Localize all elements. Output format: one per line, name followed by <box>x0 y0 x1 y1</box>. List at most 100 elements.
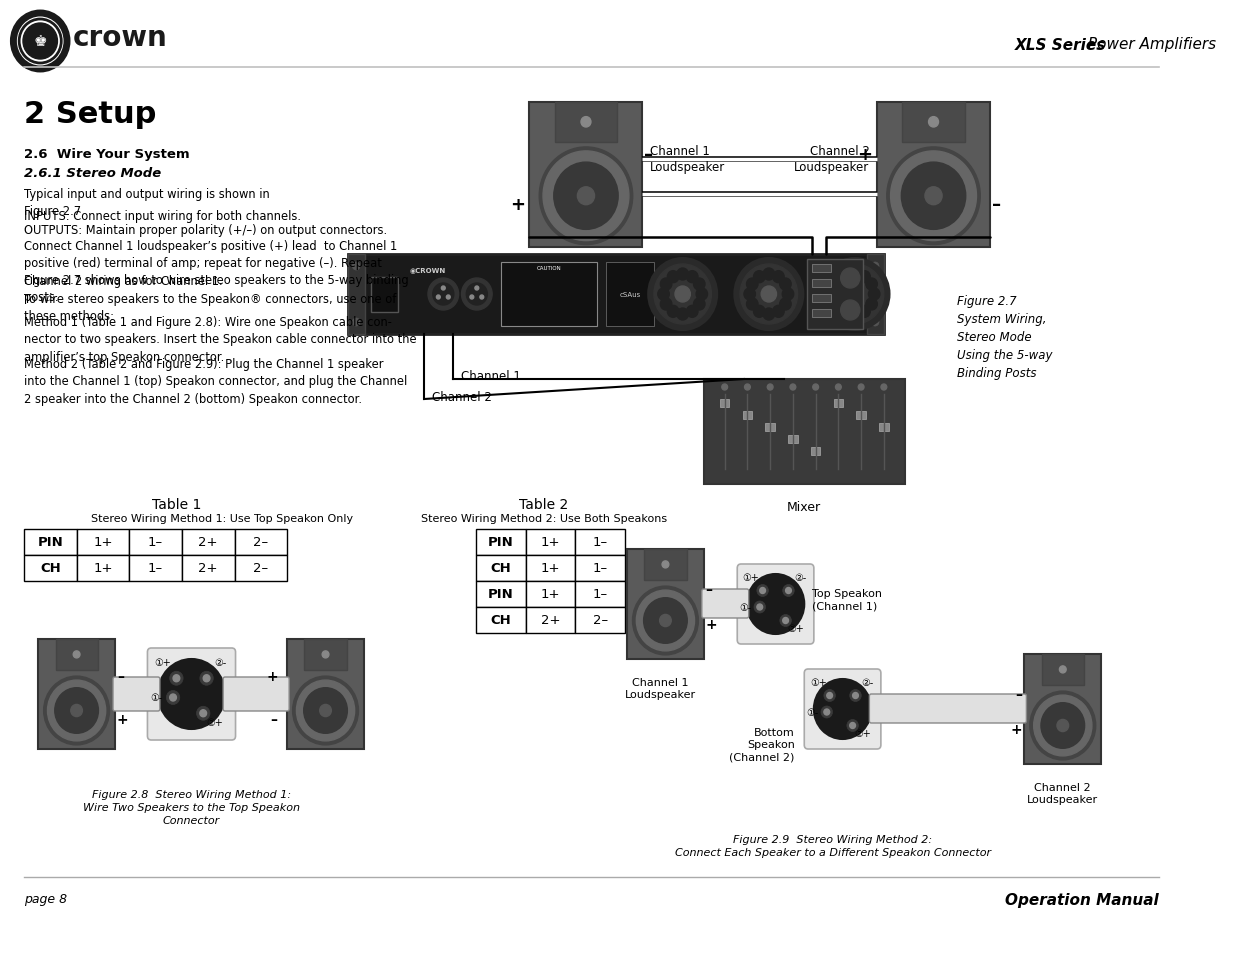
Bar <box>834 399 844 408</box>
Text: PIN: PIN <box>488 588 514 601</box>
Text: ①-: ①- <box>740 602 752 613</box>
Text: ①-: ①- <box>151 693 163 702</box>
Text: 1+: 1+ <box>541 588 561 601</box>
Text: ◉CROWN: ◉CROWN <box>410 267 446 273</box>
Circle shape <box>841 269 860 289</box>
Circle shape <box>320 704 331 717</box>
Circle shape <box>840 272 851 283</box>
Text: Stereo Wiring Method 1: Use Top Speakon Only: Stereo Wiring Method 1: Use Top Speakon … <box>91 514 353 523</box>
Circle shape <box>636 591 694 651</box>
Bar <box>606 263 655 327</box>
Bar <box>475 581 526 607</box>
Circle shape <box>785 588 792 594</box>
Circle shape <box>43 677 110 745</box>
Bar <box>475 530 526 556</box>
Circle shape <box>158 659 225 729</box>
Circle shape <box>578 188 594 206</box>
Circle shape <box>814 679 872 740</box>
Text: Channel 2
Loudspeaker: Channel 2 Loudspeaker <box>794 145 869 173</box>
Circle shape <box>1030 691 1095 760</box>
Bar <box>856 412 866 419</box>
Circle shape <box>446 295 451 299</box>
Text: +: + <box>1011 722 1023 737</box>
Circle shape <box>200 672 214 685</box>
Bar <box>645 550 687 580</box>
Circle shape <box>767 385 773 391</box>
Text: 1–: 1– <box>593 562 608 575</box>
Text: –: – <box>705 582 713 597</box>
Circle shape <box>745 385 751 391</box>
Bar <box>903 102 965 143</box>
Circle shape <box>746 278 758 291</box>
Text: Channel 1
Loudspeaker: Channel 1 Loudspeaker <box>650 145 725 173</box>
FancyBboxPatch shape <box>147 648 236 740</box>
Circle shape <box>658 289 669 301</box>
Bar <box>877 102 990 247</box>
Text: +: + <box>510 195 525 213</box>
Circle shape <box>1060 666 1066 673</box>
FancyBboxPatch shape <box>869 695 1026 723</box>
Circle shape <box>352 318 361 327</box>
Circle shape <box>866 278 877 291</box>
Circle shape <box>866 298 877 311</box>
Circle shape <box>1041 703 1084 748</box>
Circle shape <box>824 709 830 716</box>
Text: ♚: ♚ <box>33 34 47 50</box>
Circle shape <box>826 265 884 325</box>
Circle shape <box>23 24 58 60</box>
Text: Figure 2.9  Stereo Wiring Method 2:
Connect Each Speaker to a Different Speakon : Figure 2.9 Stereo Wiring Method 2: Conne… <box>676 834 990 858</box>
Circle shape <box>858 306 871 318</box>
Bar <box>576 530 625 556</box>
Text: 2–: 2– <box>253 562 268 575</box>
Text: Figure 2.7 shows how to wire stereo speakers to the 5-way binding
posts.: Figure 2.7 shows how to wire stereo spea… <box>23 274 409 304</box>
Circle shape <box>826 693 832 699</box>
Circle shape <box>480 295 484 299</box>
Circle shape <box>763 269 774 281</box>
Text: Table 2: Table 2 <box>519 497 568 512</box>
Circle shape <box>813 385 819 391</box>
Text: ②-: ②- <box>214 658 226 668</box>
Bar <box>23 530 77 556</box>
Text: Channel 1
Loudspeaker: Channel 1 Loudspeaker <box>625 678 697 700</box>
Text: Mixer: Mixer <box>787 500 821 514</box>
Circle shape <box>743 289 756 301</box>
Circle shape <box>661 278 672 291</box>
Text: –: – <box>270 712 278 726</box>
Circle shape <box>661 298 672 311</box>
Text: –: – <box>992 195 1002 213</box>
Bar <box>627 550 704 659</box>
Text: 1+: 1+ <box>541 562 561 575</box>
Circle shape <box>779 278 792 291</box>
Text: 2+: 2+ <box>541 614 561 627</box>
Text: 2.6.1 Stereo Mode: 2.6.1 Stereo Mode <box>23 167 162 180</box>
Bar <box>1025 655 1102 764</box>
Text: XLS Series: XLS Series <box>1015 37 1107 52</box>
Circle shape <box>687 272 698 283</box>
Bar <box>720 399 730 408</box>
Circle shape <box>847 287 863 303</box>
Circle shape <box>820 258 889 331</box>
Circle shape <box>432 284 453 306</box>
Text: page 8: page 8 <box>23 892 67 905</box>
Circle shape <box>872 263 879 271</box>
Circle shape <box>747 575 804 635</box>
Bar <box>879 423 889 432</box>
FancyBboxPatch shape <box>112 678 159 711</box>
Circle shape <box>872 318 879 327</box>
Bar <box>56 639 98 670</box>
Circle shape <box>540 148 632 245</box>
Bar <box>555 102 618 143</box>
Text: Connect Channel 1 loudspeaker’s positive (+) lead  to Channel 1
positive (red) t: Connect Channel 1 loudspeaker’s positive… <box>23 240 398 288</box>
Circle shape <box>47 680 106 741</box>
Text: INPUTS: Connect input wiring for both channels.: INPUTS: Connect input wiring for both ch… <box>23 210 301 223</box>
Bar <box>1042 655 1084 685</box>
Bar <box>130 530 182 556</box>
Circle shape <box>296 680 354 741</box>
Text: Operation Manual: Operation Manual <box>1005 892 1158 907</box>
Circle shape <box>697 289 708 301</box>
Bar <box>38 639 115 749</box>
Text: ②+: ②+ <box>855 728 871 739</box>
FancyBboxPatch shape <box>224 678 289 711</box>
Circle shape <box>881 385 887 391</box>
Bar <box>526 530 576 556</box>
